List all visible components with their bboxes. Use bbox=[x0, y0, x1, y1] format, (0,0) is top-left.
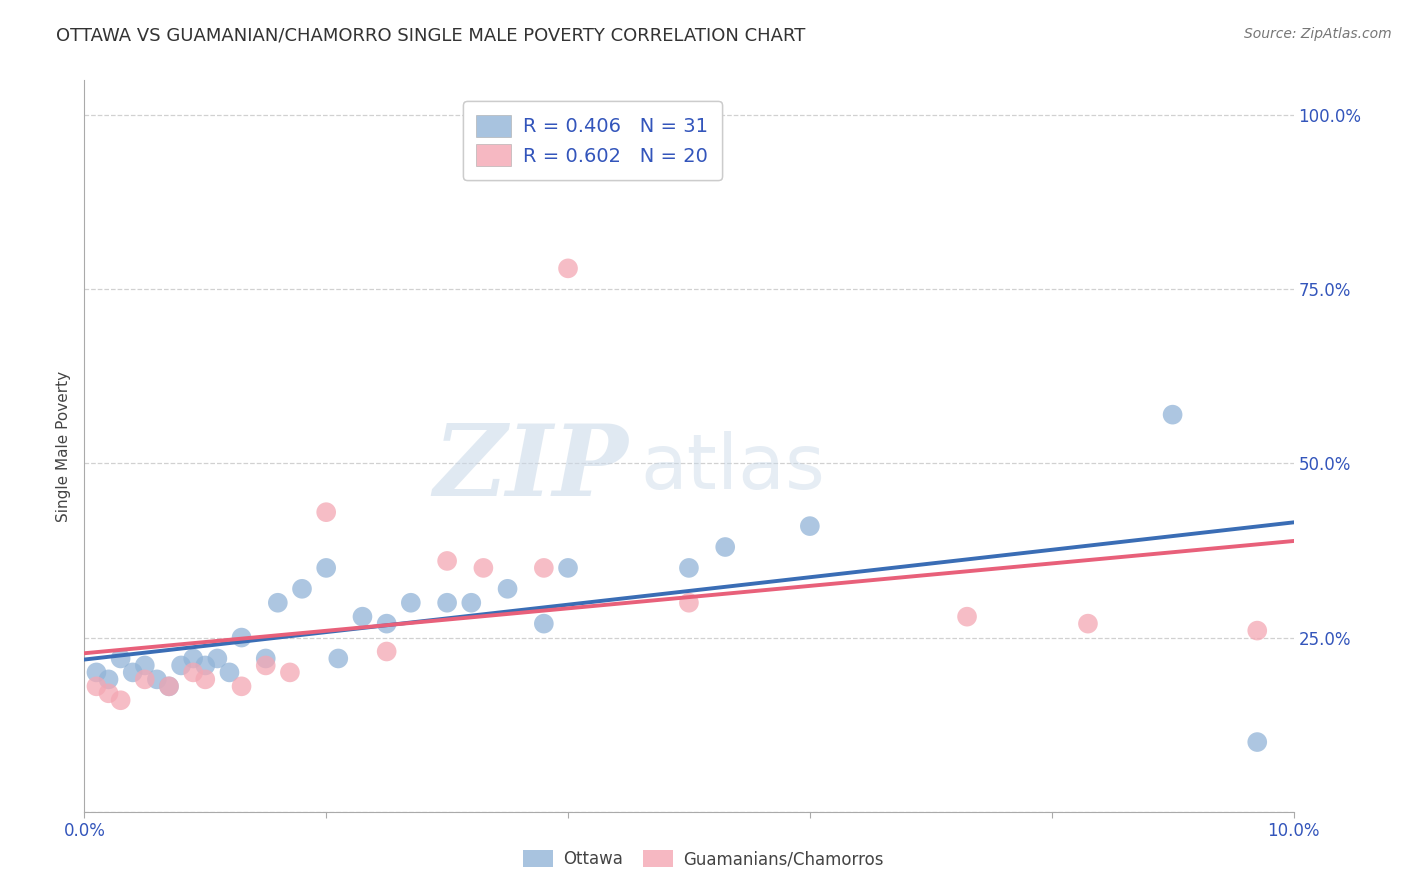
Point bbox=[315, 505, 337, 519]
Point bbox=[254, 658, 277, 673]
Point bbox=[121, 665, 143, 680]
Text: ZIP: ZIP bbox=[433, 420, 628, 516]
Point bbox=[375, 644, 398, 658]
Point bbox=[1246, 624, 1268, 638]
Point bbox=[460, 596, 482, 610]
Point bbox=[181, 651, 204, 665]
Point bbox=[181, 665, 204, 680]
Point bbox=[157, 679, 180, 693]
Point bbox=[146, 673, 169, 687]
Point bbox=[278, 665, 301, 680]
Point bbox=[328, 651, 350, 665]
Point bbox=[799, 519, 821, 533]
Point bbox=[86, 679, 108, 693]
Point bbox=[472, 561, 495, 575]
Point bbox=[157, 679, 180, 693]
Point bbox=[86, 665, 108, 680]
Point bbox=[496, 582, 519, 596]
Point bbox=[194, 673, 217, 687]
Point bbox=[399, 596, 422, 610]
Point bbox=[97, 673, 120, 687]
Point bbox=[714, 540, 737, 554]
Point bbox=[207, 651, 229, 665]
Point bbox=[110, 651, 132, 665]
Point bbox=[231, 631, 253, 645]
Point bbox=[557, 561, 579, 575]
Point bbox=[1246, 735, 1268, 749]
Legend: R = 0.406   N = 31, R = 0.602   N = 20: R = 0.406 N = 31, R = 0.602 N = 20 bbox=[463, 101, 721, 180]
Point bbox=[170, 658, 193, 673]
Point bbox=[436, 596, 458, 610]
Text: OTTAWA VS GUAMANIAN/CHAMORRO SINGLE MALE POVERTY CORRELATION CHART: OTTAWA VS GUAMANIAN/CHAMORRO SINGLE MALE… bbox=[56, 27, 806, 45]
Point bbox=[315, 561, 337, 575]
Point bbox=[134, 673, 156, 687]
Point bbox=[194, 658, 217, 673]
Point bbox=[956, 609, 979, 624]
Text: Source: ZipAtlas.com: Source: ZipAtlas.com bbox=[1244, 27, 1392, 41]
Point bbox=[254, 651, 277, 665]
Point bbox=[231, 679, 253, 693]
Point bbox=[218, 665, 240, 680]
Point bbox=[1161, 408, 1184, 422]
Point bbox=[533, 616, 555, 631]
Point bbox=[678, 561, 700, 575]
Point bbox=[1077, 616, 1099, 631]
Point bbox=[436, 554, 458, 568]
Point bbox=[97, 686, 120, 700]
Legend: Ottawa, Guamanians/Chamorros: Ottawa, Guamanians/Chamorros bbox=[516, 843, 890, 875]
Point bbox=[352, 609, 374, 624]
Y-axis label: Single Male Poverty: Single Male Poverty bbox=[56, 370, 72, 522]
Point bbox=[291, 582, 314, 596]
Point bbox=[375, 616, 398, 631]
Point bbox=[110, 693, 132, 707]
Point bbox=[134, 658, 156, 673]
Point bbox=[533, 561, 555, 575]
Point bbox=[557, 261, 579, 276]
Text: atlas: atlas bbox=[641, 431, 825, 505]
Point bbox=[267, 596, 290, 610]
Point bbox=[678, 596, 700, 610]
